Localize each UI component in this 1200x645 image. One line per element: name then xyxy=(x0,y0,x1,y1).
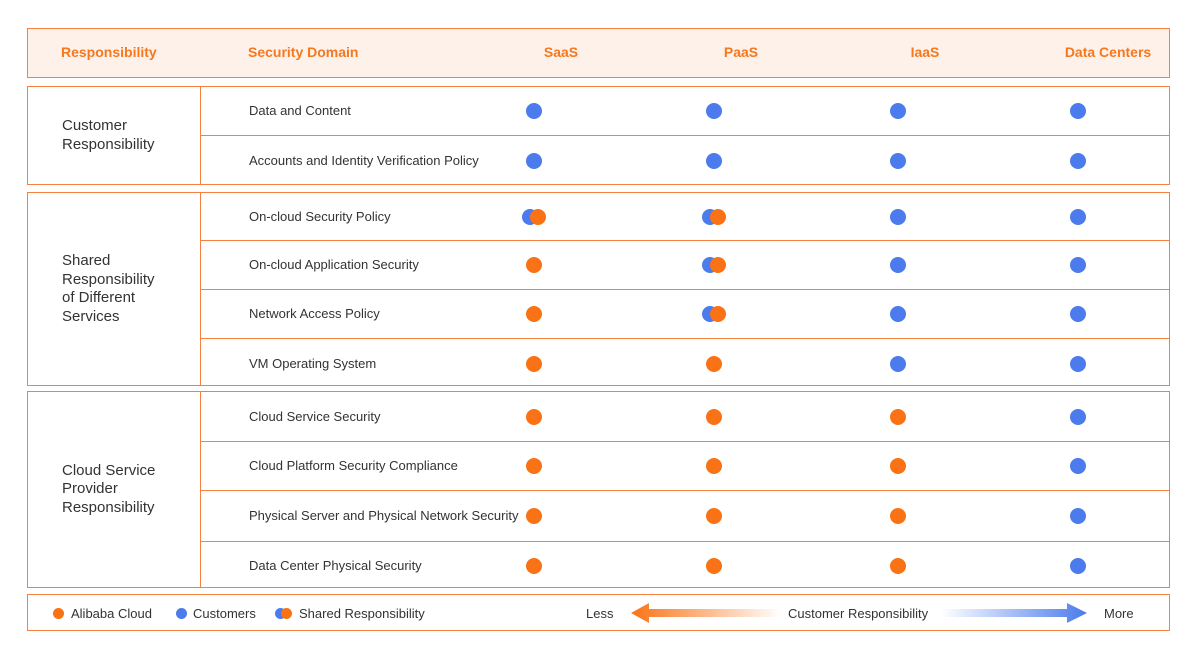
group-section: Cloud Service Provider Responsibility Clo… xyxy=(27,391,1170,588)
legend-shared-dot-blue xyxy=(275,608,286,619)
customer-dot xyxy=(1070,257,1086,273)
alibaba-dot xyxy=(706,558,722,574)
legend: Alibaba Cloud Customers Shared Responsib… xyxy=(27,594,1170,631)
alibaba-dot xyxy=(526,409,542,425)
table-row: Cloud Service Security xyxy=(201,392,1169,441)
security-domain-label: Accounts and Identity Verification Polic… xyxy=(249,153,479,168)
arrow-left-less xyxy=(631,603,781,623)
security-domain-label: Network Access Policy xyxy=(249,306,380,321)
responsibility-gradient-arrow xyxy=(631,603,1087,623)
legend-alibaba-label: Alibaba Cloud xyxy=(71,606,152,621)
group-section: Shared Responsibility of Different Servi… xyxy=(27,192,1170,386)
alibaba-dot xyxy=(890,409,906,425)
customer-dot xyxy=(890,209,906,225)
table-row: Accounts and Identity Verification Polic… xyxy=(201,135,1169,185)
security-domain-label: On-cloud Application Security xyxy=(249,257,419,272)
customer-dot xyxy=(890,306,906,322)
customer-dot xyxy=(526,103,542,119)
alibaba-dot xyxy=(526,306,542,322)
group-label-cell: Customer Responsibility xyxy=(28,87,201,184)
customer-dot xyxy=(890,103,906,119)
legend-shared-label: Shared Responsibility xyxy=(299,606,425,621)
shared-dot-orange xyxy=(710,306,726,322)
group-section: Customer Responsibility Data and Content A… xyxy=(27,86,1170,185)
legend-axis-label: Customer Responsibility xyxy=(788,606,929,621)
customer-dot xyxy=(526,153,542,169)
legend-alibaba-dot xyxy=(53,608,64,619)
header-paas: PaaS xyxy=(723,44,759,60)
security-domain-label: Cloud Service Security xyxy=(249,409,381,424)
table-row: Network Access Policy xyxy=(201,289,1169,338)
customer-dot xyxy=(1070,153,1086,169)
alibaba-dot xyxy=(706,356,722,372)
group-label-cell: Shared Responsibility of Different Servi… xyxy=(28,193,201,385)
alibaba-dot xyxy=(706,458,722,474)
security-domain-label: Data Center Physical Security xyxy=(249,558,422,573)
security-domain-label: On-cloud Security Policy xyxy=(249,209,391,224)
header-responsibility: Responsibility xyxy=(61,44,157,60)
alibaba-dot xyxy=(526,508,542,524)
customer-dot xyxy=(1070,508,1086,524)
security-domain-label: Cloud Platform Security Compliance xyxy=(249,458,458,473)
table-header: Responsibility Security Domain SaaS PaaS… xyxy=(27,28,1170,78)
header-saas: SaaS xyxy=(543,44,579,60)
customer-dot xyxy=(706,103,722,119)
legend-shared-dot-orange xyxy=(281,608,292,619)
alibaba-dot xyxy=(890,508,906,524)
alibaba-dot xyxy=(706,409,722,425)
table-row: Physical Server and Physical Network Sec… xyxy=(201,490,1169,541)
customer-dot xyxy=(1070,306,1086,322)
group-label: Customer Responsibility xyxy=(62,117,155,153)
shared-dot-orange xyxy=(530,209,546,225)
header-iaas: IaaS xyxy=(910,44,940,60)
security-domain-label: Physical Server and Physical Network Sec… xyxy=(249,508,519,523)
header-data-centers: Data Centers xyxy=(1064,44,1152,60)
shared-dot-orange xyxy=(710,209,726,225)
group-label: Cloud Service Provider Responsibility xyxy=(62,461,156,516)
customer-dot xyxy=(1070,409,1086,425)
customer-dot xyxy=(1070,103,1086,119)
customer-dot xyxy=(890,153,906,169)
table-row: Data Center Physical Security xyxy=(201,541,1169,590)
security-domain-label: VM Operating System xyxy=(249,356,377,371)
group-label-cell: Cloud Service Provider Responsibility xyxy=(28,392,201,587)
alibaba-dot xyxy=(890,558,906,574)
table-row: On-cloud Security Policy xyxy=(201,193,1169,240)
alibaba-dot xyxy=(890,458,906,474)
customer-dot xyxy=(1070,458,1086,474)
customer-dot xyxy=(706,153,722,169)
table-row: Cloud Platform Security Compliance xyxy=(201,441,1169,490)
customer-dot xyxy=(890,257,906,273)
header-security-domain: Security Domain xyxy=(248,44,359,60)
customer-dot xyxy=(1070,558,1086,574)
customer-dot xyxy=(1070,356,1086,372)
legend-customers-dot xyxy=(176,608,187,619)
group-label: Shared Responsibility of Different Servi… xyxy=(62,252,155,325)
shared-dot-orange xyxy=(710,257,726,273)
arrow-right-more xyxy=(941,603,1087,623)
table-row: On-cloud Application Security xyxy=(201,240,1169,289)
legend-more-label: More xyxy=(1104,606,1134,621)
alibaba-dot xyxy=(526,558,542,574)
legend-customers-label: Customers xyxy=(193,606,256,621)
customer-dot xyxy=(890,356,906,372)
legend-less-label: Less xyxy=(586,606,614,621)
alibaba-dot xyxy=(706,508,722,524)
table-row: VM Operating System xyxy=(201,338,1169,388)
security-domain-label: Data and Content xyxy=(249,103,351,118)
alibaba-dot xyxy=(526,356,542,372)
alibaba-dot xyxy=(526,458,542,474)
table-row: Data and Content xyxy=(201,87,1169,135)
customer-dot xyxy=(1070,209,1086,225)
alibaba-dot xyxy=(526,257,542,273)
